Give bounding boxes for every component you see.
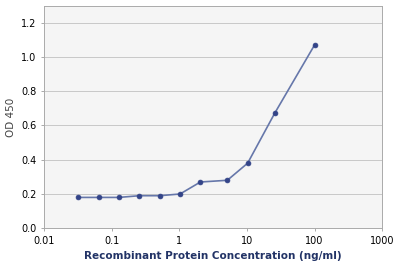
X-axis label: Recombinant Protein Concentration (ng/ml): Recombinant Protein Concentration (ng/ml… xyxy=(84,252,342,261)
Y-axis label: OD 450: OD 450 xyxy=(6,97,16,136)
